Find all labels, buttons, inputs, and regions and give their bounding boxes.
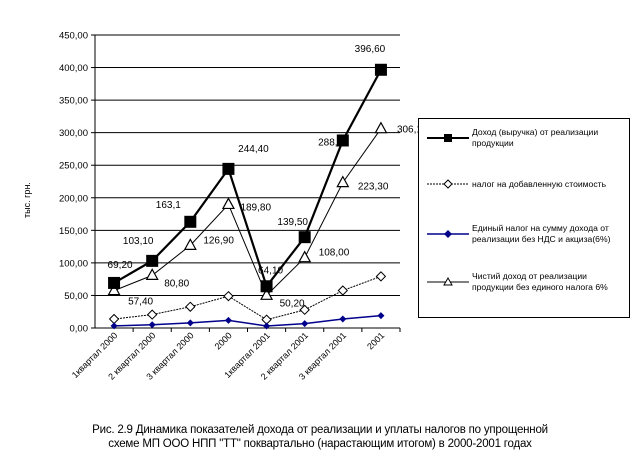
- data-point-square: [336, 134, 349, 147]
- legend-symbol-diamond-blue: [427, 230, 469, 238]
- data-point-triangle: [374, 121, 388, 134]
- data-point-diamond: [148, 321, 156, 329]
- data-point-triangle: [183, 238, 197, 250]
- legend-label-single-tax: Единый налог на сумму дохода от реализац…: [472, 223, 611, 244]
- data-label: 103,10: [123, 236, 154, 247]
- x-tick-label: 2000: [213, 330, 234, 351]
- data-point-diamond: [146, 309, 158, 320]
- data-point-diamond: [299, 304, 310, 316]
- legend-label-vat: налог на добавленную стоимость: [472, 178, 607, 189]
- data-point-diamond: [263, 322, 271, 330]
- caption-line-1: Рис. 2.9 Динамика показателей дохода от …: [92, 424, 548, 436]
- legend-item-revenue: Доход (выручка) от реализации продукции: [425, 127, 629, 149]
- legend-item-single-tax: Единый налог на сумму дохода от реализац…: [425, 223, 629, 245]
- legend-label-revenue: Доход (выручка) от реализации продукции: [472, 127, 599, 148]
- y-tick-label: 250,00: [59, 161, 88, 172]
- series-line: [114, 275, 382, 321]
- data-label: 139,50: [277, 217, 308, 228]
- data-point-diamond: [375, 271, 387, 282]
- data-point-triangle: [221, 197, 235, 210]
- data-point-triangle: [107, 283, 121, 296]
- legend-item-net: Чистий доход от реализации продукции без…: [425, 271, 629, 293]
- data-point-diamond: [224, 316, 232, 324]
- data-point-square: [298, 231, 311, 244]
- legend-symbol-square: [427, 134, 469, 142]
- data-point-diamond: [223, 290, 234, 302]
- legend-symbol-diamond-open: [427, 179, 469, 189]
- data-point-diamond: [185, 301, 196, 312]
- data-label: 108,00: [319, 248, 350, 259]
- series-line: [114, 314, 382, 327]
- y-tick-label: 350,00: [59, 96, 88, 107]
- data-label: 50,20: [280, 298, 305, 309]
- data-point-diamond: [377, 312, 385, 320]
- data-point-square: [374, 63, 387, 76]
- data-point-diamond: [301, 320, 309, 328]
- data-point-diamond: [108, 313, 120, 325]
- y-tick-label: 0,00: [70, 324, 89, 335]
- data-label: 80,80: [164, 278, 189, 289]
- y-tick-label: 400,00: [59, 63, 88, 74]
- legend-label-net: Чистий доход от реализации продукции без…: [472, 271, 608, 292]
- data-point-diamond: [337, 285, 349, 296]
- x-tick-label: 2001: [365, 330, 386, 351]
- y-tick-label: 300,00: [59, 128, 88, 139]
- y-tick-label: 200,00: [59, 193, 88, 204]
- y-tick-label: 100,00: [59, 258, 88, 269]
- data-point-square: [222, 162, 235, 175]
- data-label: 288,: [318, 137, 337, 148]
- data-point-diamond: [186, 319, 194, 327]
- y-tick-label: 450,00: [59, 31, 88, 42]
- chart-legend: Доход (выручка) от реализации продукции …: [418, 118, 630, 318]
- caption-line-2: схеме МП ООО НПП "ТТ" поквартально (нара…: [108, 438, 532, 450]
- y-tick-label: 50,00: [64, 291, 88, 302]
- data-point-diamond: [339, 315, 347, 323]
- figure-caption: Рис. 2.9 Динамика показателей дохода от …: [40, 423, 600, 451]
- y-axis-label: тыс. грн.: [22, 182, 32, 218]
- data-label: 57,40: [128, 297, 153, 308]
- data-point-diamond: [110, 322, 118, 330]
- data-label: 396,60: [355, 44, 386, 55]
- series-line: [113, 128, 382, 297]
- data-point-triangle: [298, 250, 312, 263]
- data-point-triangle: [260, 288, 274, 300]
- data-point-square: [108, 276, 121, 289]
- data-label: 306,10: [397, 125, 428, 136]
- legend-item-vat: налог на добавленную стоимость: [425, 177, 629, 191]
- data-label: 126,90: [203, 235, 234, 246]
- data-point-triangle: [145, 268, 159, 280]
- y-tick-label: 150,00: [59, 226, 88, 237]
- data-point-square: [146, 254, 159, 267]
- legend-symbol-triangle-open: [427, 276, 469, 286]
- data-point-triangle: [336, 175, 350, 188]
- data-label: 223,30: [358, 182, 389, 193]
- data-point-square: [260, 280, 273, 293]
- series-line: [113, 69, 382, 289]
- data-label: 189,80: [240, 202, 271, 213]
- data-label: 64,10: [258, 265, 283, 276]
- data-label: 244,40: [238, 144, 269, 155]
- data-point-square: [184, 215, 197, 228]
- data-label: 163,1: [156, 200, 181, 211]
- data-label: 69,20: [108, 260, 133, 271]
